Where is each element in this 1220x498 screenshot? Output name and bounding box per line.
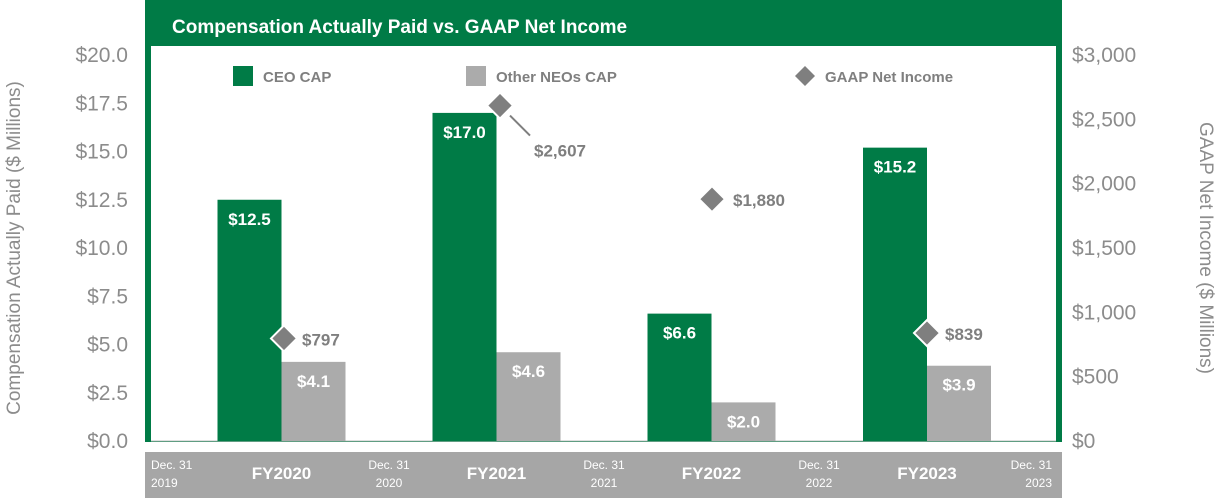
net-income-label: $1,880 — [733, 191, 785, 210]
y-tick-label: $12.5 — [75, 189, 128, 212]
date-boundary-line2: 2023 — [1025, 476, 1052, 490]
bar-other-neos-cap — [927, 365, 991, 441]
date-boundary-line2: 2022 — [806, 476, 833, 490]
bar-ceo-cap — [863, 147, 927, 441]
legend-label: Other NEOs CAP — [496, 69, 617, 86]
y2-tick-label: $1,500 — [1072, 237, 1136, 260]
y-axis-title: Compensation Actually Paid ($ Millions) — [4, 81, 25, 415]
y2-tick-label: $2,000 — [1072, 173, 1136, 196]
bar-label-ceo-cap: $17.0 — [443, 123, 486, 142]
date-boundary-line1: Dec. 31 — [368, 458, 410, 472]
y2-tick-label: $0 — [1072, 430, 1095, 453]
date-boundary-line2: 2020 — [376, 476, 403, 490]
legend-item: GAAP Net Income — [795, 66, 953, 86]
x-axis-band — [145, 452, 1062, 498]
net-income-marker — [485, 91, 515, 120]
y-tick-label: $10.0 — [75, 237, 128, 260]
net-income-leader-line — [509, 114, 531, 137]
y-tick-label: $5.0 — [87, 334, 128, 357]
bar-label-other-neos-cap: $4.6 — [512, 362, 545, 381]
y-tick-label: $2.5 — [87, 382, 128, 405]
bar-ceo-cap — [217, 199, 282, 441]
y-tick-label: $7.5 — [87, 285, 128, 308]
bar-ceo-cap — [432, 112, 497, 442]
date-boundary-line1: Dec. 31 — [798, 458, 840, 472]
legend-label: CEO CAP — [263, 69, 331, 86]
bar-label-other-neos-cap: $2.0 — [727, 412, 760, 431]
bar-other-neos-cap — [281, 361, 346, 441]
y2-axis-title: GAAP Net Income ($ Millions) — [1195, 122, 1216, 374]
bar-label-ceo-cap: $15.2 — [874, 158, 917, 177]
legend-item: CEO CAP — [233, 66, 331, 86]
net-income-marker — [912, 318, 942, 348]
y2-tick-label: $3,000 — [1072, 44, 1136, 67]
bar-label-ceo-cap: $6.6 — [663, 324, 696, 343]
legend-swatch — [795, 66, 815, 86]
y-tick-label: $15.0 — [75, 141, 128, 164]
date-boundary-line2: 2021 — [591, 476, 618, 490]
chart-title: Compensation Actually Paid vs. GAAP Net … — [172, 17, 627, 38]
y2-tick-label: $2,500 — [1072, 108, 1136, 131]
bar-label-other-neos-cap: $3.9 — [942, 376, 975, 395]
date-boundary-line1: Dec. 31 — [1011, 458, 1053, 472]
y2-tick-label: $500 — [1072, 366, 1119, 389]
legend-item: Other NEOs CAP — [466, 66, 617, 86]
y2-tick-label: $1,000 — [1072, 301, 1136, 324]
x-category-label: FY2022 — [682, 464, 742, 483]
date-boundary-line1: Dec. 31 — [151, 458, 193, 472]
y-tick-label: $0.0 — [87, 430, 128, 453]
net-income-label: $2,607 — [534, 142, 586, 161]
date-boundary-line1: Dec. 31 — [583, 458, 625, 472]
y-tick-label: $17.5 — [75, 92, 128, 115]
legend-label: GAAP Net Income — [825, 69, 953, 86]
net-income-marker — [269, 324, 299, 353]
bar-label-other-neos-cap: $4.1 — [297, 372, 330, 391]
net-income-label: $839 — [945, 325, 983, 344]
net-income-marker — [697, 184, 727, 214]
bar-ceo-cap — [647, 313, 712, 441]
x-category-label: FY2021 — [467, 464, 527, 483]
bar-other-neos-cap — [496, 352, 561, 441]
bar-other-neos-cap — [711, 402, 776, 441]
date-boundary-line2: 2019 — [151, 476, 178, 490]
legend-swatch — [233, 66, 253, 86]
bar-label-ceo-cap: $12.5 — [228, 210, 271, 229]
net-income-label: $797 — [302, 330, 340, 349]
legend-swatch — [466, 66, 486, 86]
x-category-label: FY2023 — [897, 464, 957, 483]
y-tick-label: $20.0 — [75, 44, 128, 67]
x-category-label: FY2020 — [252, 464, 312, 483]
